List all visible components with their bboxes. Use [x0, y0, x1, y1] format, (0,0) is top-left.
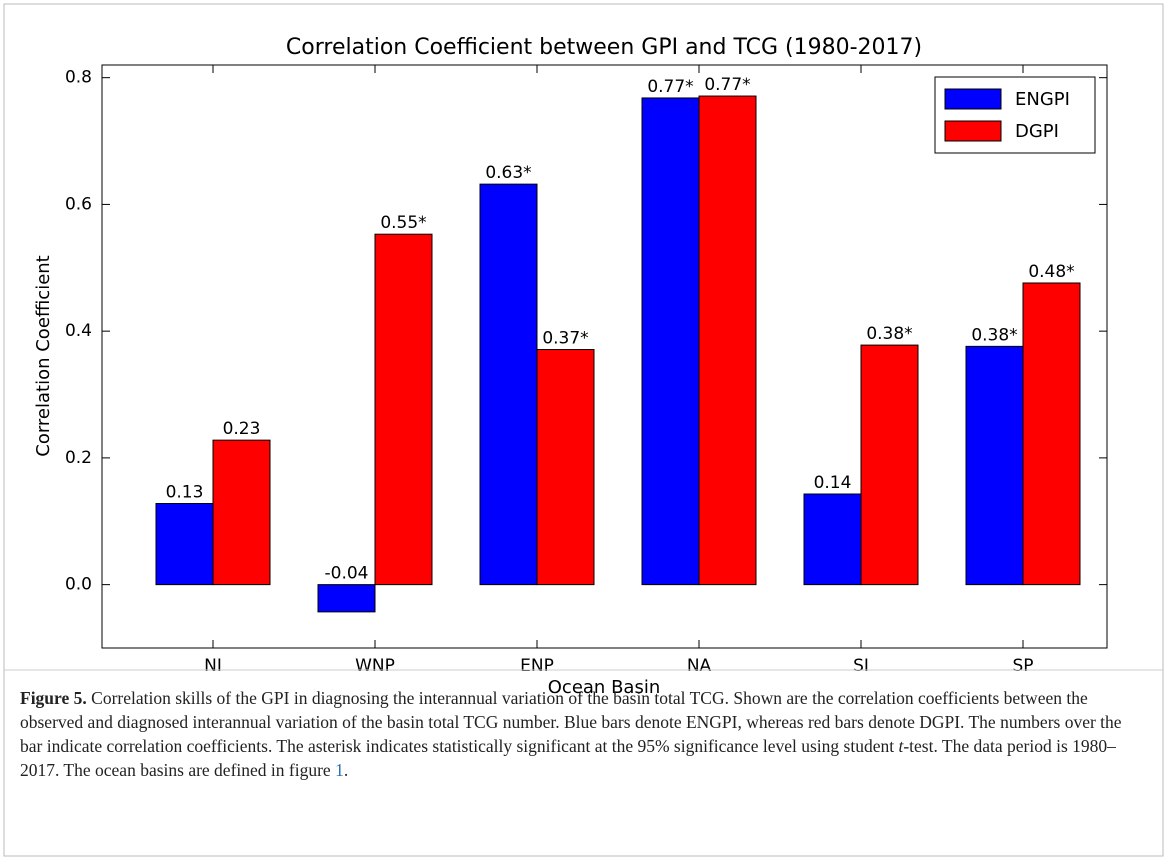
- value-label: 0.38*: [866, 324, 912, 344]
- caption-text: .: [343, 760, 349, 780]
- caption: Figure 5. Correlation skills of the GPI …: [20, 686, 1145, 782]
- caption-text: -test. The data period is 1980–2017. The…: [20, 736, 1116, 780]
- bar: [803, 493, 862, 586]
- value-label: 0.13: [166, 483, 204, 503]
- bar: [860, 344, 919, 586]
- caption-link[interactable]: 1: [335, 760, 344, 780]
- bar: [698, 95, 757, 586]
- y-tick-label: 0.6: [65, 194, 92, 214]
- value-label: 0.14: [814, 473, 852, 493]
- y-axis-label: Correlation Coefficient: [33, 255, 54, 456]
- value-label: 0.63*: [485, 163, 531, 183]
- y-tick-label: 0.2: [65, 448, 92, 468]
- bar: [641, 97, 700, 586]
- legend-swatch: [944, 120, 1002, 142]
- x-tick-label: SP: [1012, 656, 1033, 676]
- bar: [536, 349, 595, 586]
- value-label: 0.77*: [704, 75, 750, 95]
- y-tick-label: 0.8: [65, 68, 92, 88]
- value-label: 0.37*: [542, 329, 588, 349]
- bar: [212, 439, 271, 586]
- x-tick-label: SI: [853, 656, 869, 676]
- chart-title: Correlation Coefficient between GPI and …: [286, 35, 922, 60]
- value-label: 0.23: [223, 419, 261, 439]
- caption-text: Correlation skills of the GPI in diagnos…: [20, 688, 1122, 756]
- bar: [479, 183, 538, 586]
- bar: [1022, 282, 1081, 586]
- x-axis-label: Ocean Basin: [548, 677, 660, 698]
- value-label: 0.48*: [1028, 262, 1074, 282]
- bar: [317, 584, 376, 613]
- bar: [965, 345, 1024, 586]
- x-tick-label: WNP: [355, 656, 395, 676]
- caption-italic: t: [898, 736, 904, 756]
- value-label: 0.38*: [971, 325, 1017, 345]
- y-tick-label: 0.0: [65, 575, 92, 595]
- bar: [155, 503, 214, 586]
- x-tick-label: ENP: [520, 656, 554, 676]
- legend-swatch: [944, 88, 1002, 110]
- legend-label: ENGPI: [1015, 89, 1070, 110]
- frame: [3, 3, 1164, 857]
- x-tick-label: NI: [204, 656, 222, 676]
- caption-label: Figure 5.: [20, 688, 87, 708]
- x-tick-label: NA: [687, 656, 712, 676]
- value-label: 0.55*: [380, 213, 426, 233]
- value-label: 0.77*: [647, 77, 693, 97]
- plot-frame: [101, 64, 1108, 649]
- y-tick-label: 0.4: [65, 321, 92, 341]
- bar: [374, 233, 433, 586]
- legend-label: DGPI: [1015, 121, 1059, 142]
- value-label: -0.04: [325, 564, 369, 584]
